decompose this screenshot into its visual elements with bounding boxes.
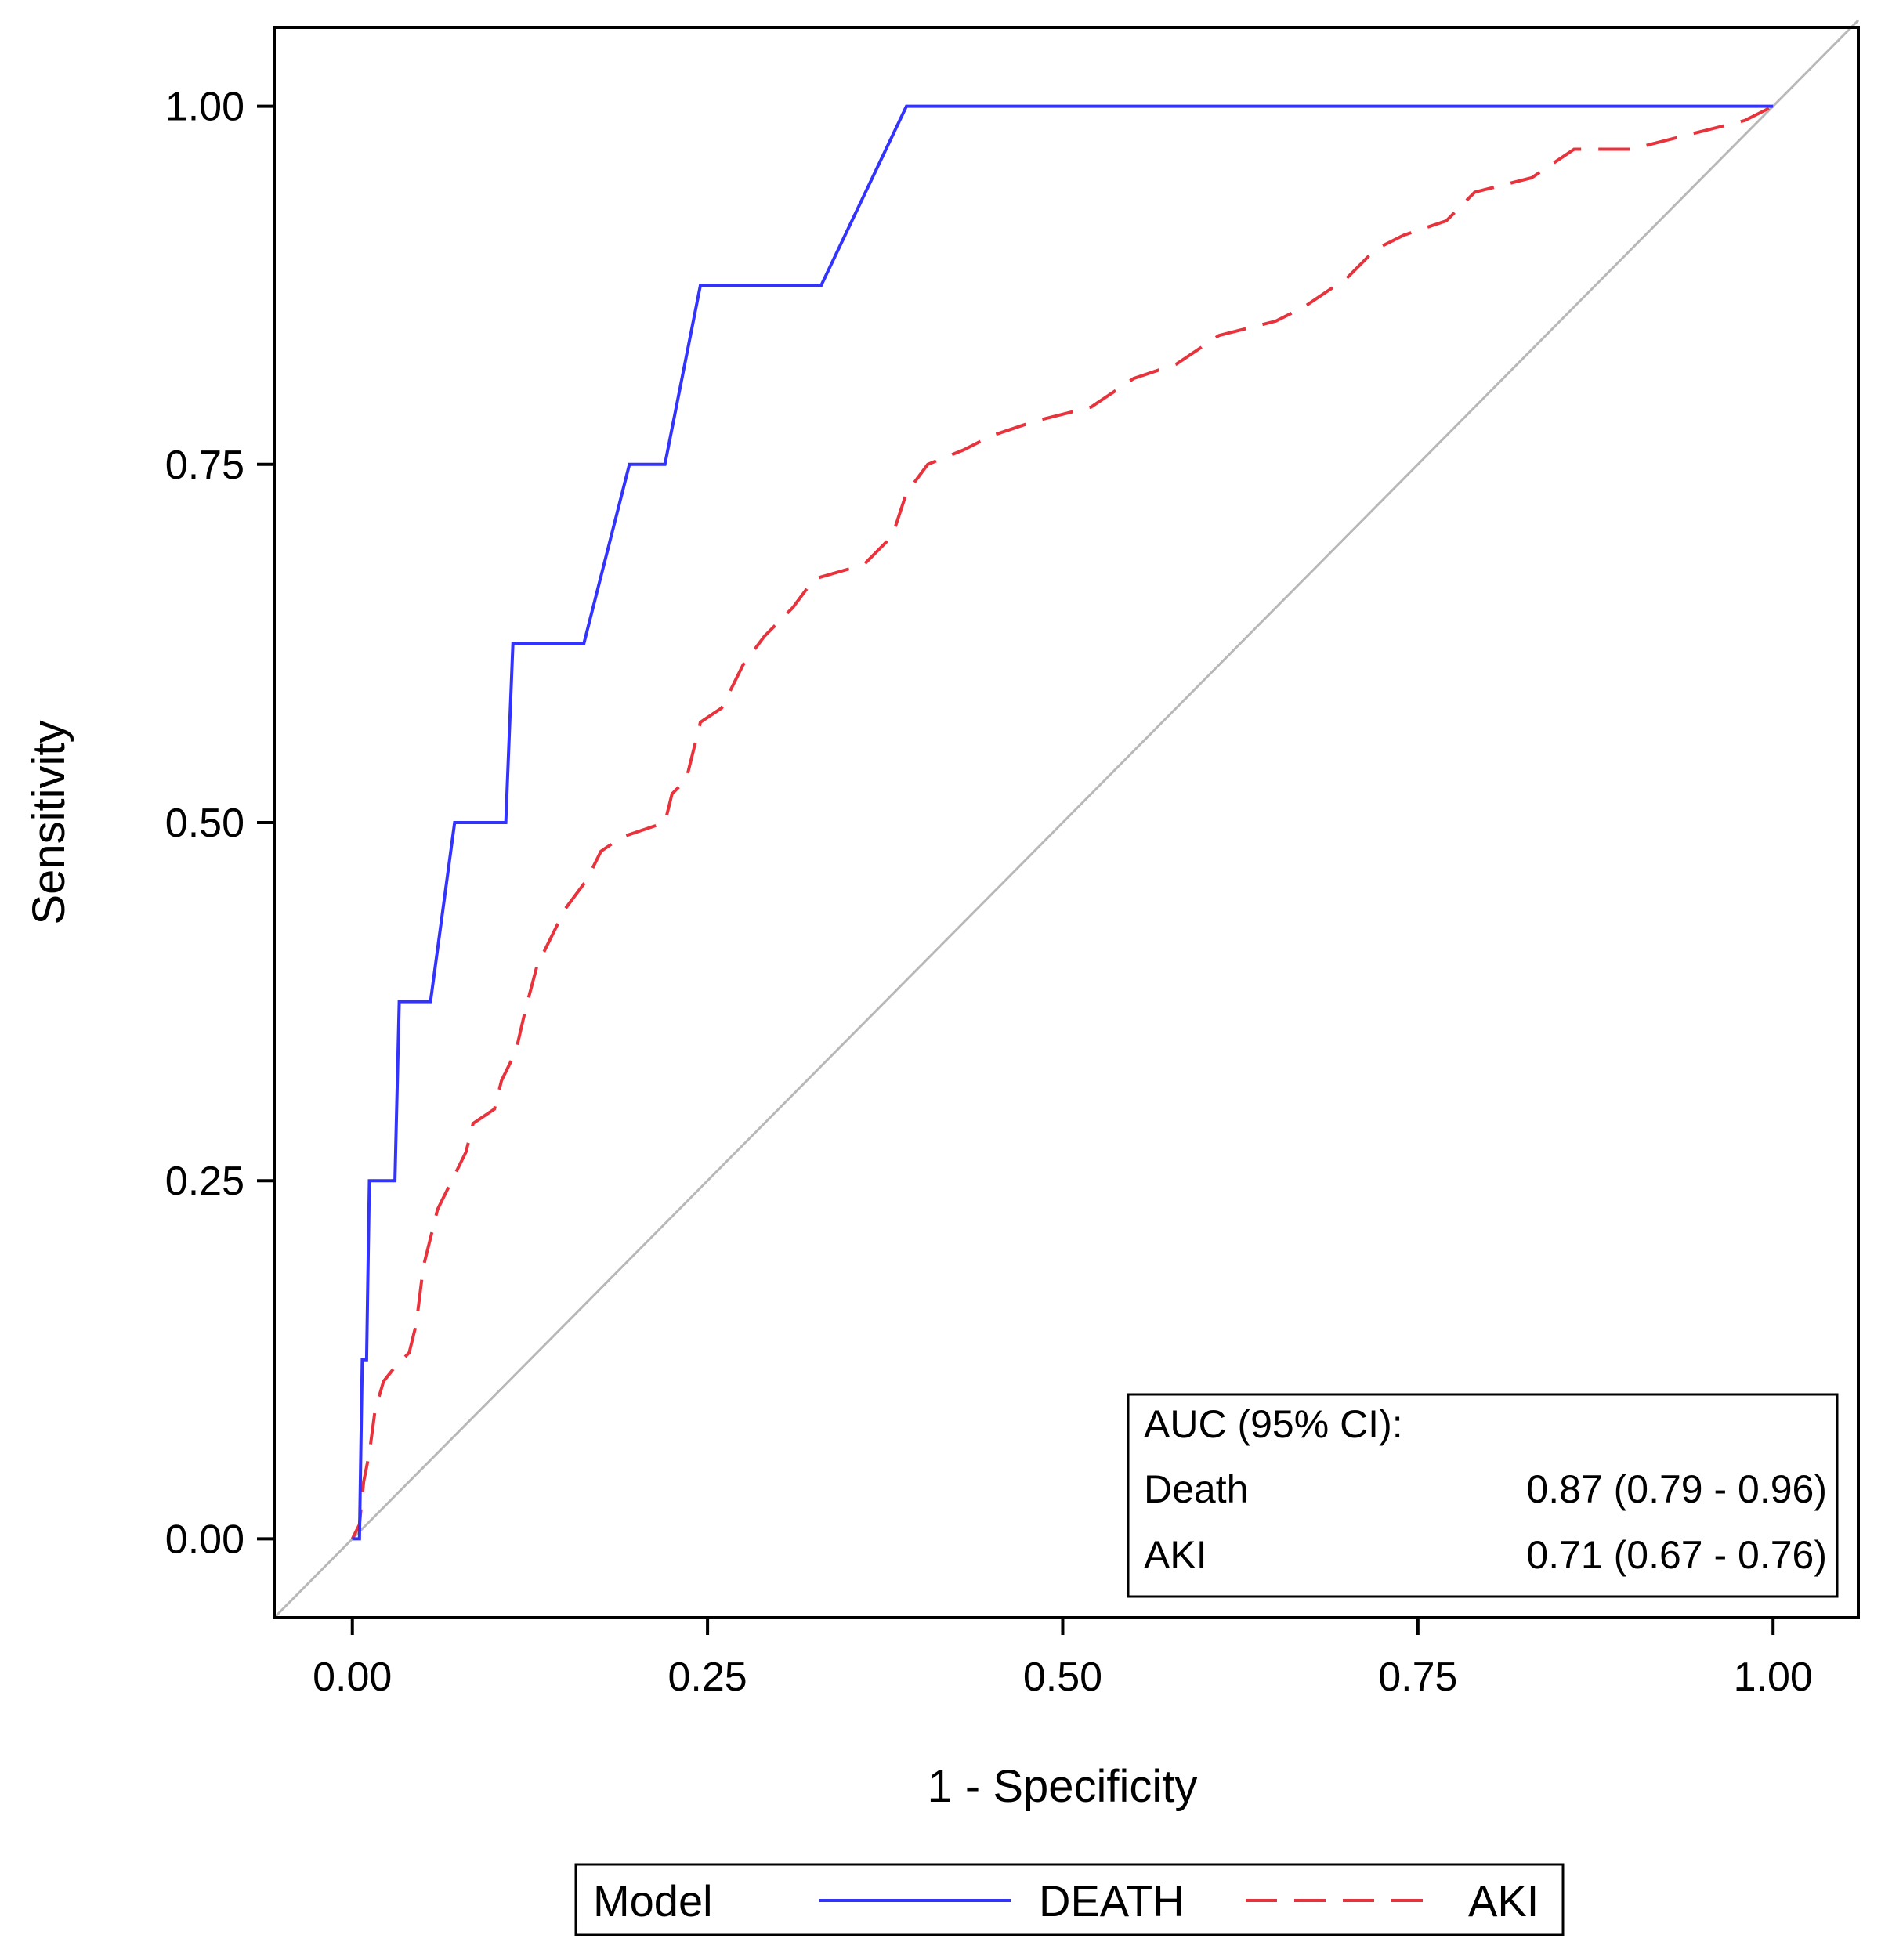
y-tick-label: 0.00 bbox=[165, 1517, 244, 1562]
y-tick-label: 0.25 bbox=[165, 1159, 244, 1204]
reference-diagonal-line bbox=[273, 19, 1860, 1619]
x-tick-label: 0.25 bbox=[667, 1654, 747, 1700]
y-tick-label: 0.75 bbox=[165, 443, 244, 488]
death-roc-curve bbox=[352, 104, 1774, 1541]
y-tick-label: 1.00 bbox=[165, 85, 244, 130]
auc-inset-aki-label: AKI bbox=[1144, 1533, 1207, 1577]
legend-death-label: DEATH bbox=[1039, 1876, 1185, 1926]
x-tick-label: 0.00 bbox=[313, 1654, 392, 1700]
x-tick-label: 0.50 bbox=[1023, 1654, 1102, 1700]
y-tick-label: 0.50 bbox=[165, 801, 244, 846]
auc-inset-death-label: Death bbox=[1144, 1467, 1248, 1511]
legend-title: Model bbox=[593, 1876, 713, 1926]
auc-inset-frame bbox=[1127, 1393, 1839, 1598]
auc-inset-aki-value: 0.71 (0.67 - 0.76) bbox=[1526, 1533, 1827, 1577]
x-tick-label: 1.00 bbox=[1734, 1654, 1813, 1700]
legend-aki-label: AKI bbox=[1468, 1876, 1539, 1926]
x-axis-label: 1 - Specificity bbox=[928, 1761, 1198, 1812]
auc-inset-death-value: 0.87 (0.79 - 0.96) bbox=[1526, 1467, 1827, 1511]
y-axis-ticks: 0.00 0.25 0.50 0.75 1.00 bbox=[165, 85, 274, 1562]
auc-inset-title: AUC (95% CI): bbox=[1144, 1402, 1403, 1446]
x-axis-ticks: 0.00 0.25 0.50 0.75 1.00 bbox=[313, 1618, 1813, 1700]
legend: Model DEATH AKI bbox=[574, 1863, 1565, 1936]
auc-inset-box: AUC (95% CI): Death 0.87 (0.79 - 0.96) A… bbox=[1127, 1393, 1839, 1598]
y-axis-label: Sensitivity bbox=[24, 720, 74, 924]
x-tick-label: 0.75 bbox=[1378, 1654, 1457, 1700]
aki-roc-curve bbox=[350, 104, 1774, 1540]
